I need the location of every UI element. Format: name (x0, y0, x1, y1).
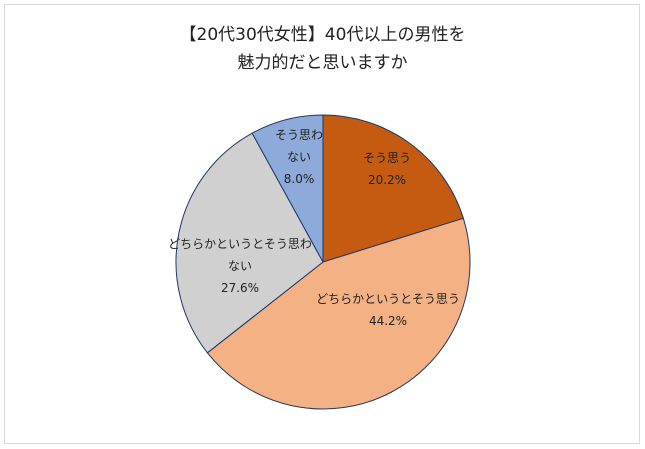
pie-slice-3 (175, 132, 324, 354)
slice-value-label-1: 20.2% (368, 173, 406, 187)
slice-value-label-4: 8.0% (284, 172, 315, 186)
pie-slice-2 (206, 217, 471, 410)
slice-name-label-3: どちらかというとそう思わ (168, 237, 312, 251)
chart-title-line-1: 【20代30代女性】40代以上の男性を (179, 25, 466, 45)
slice-value-label-2: 44.2% (369, 314, 407, 328)
pie-slice-1 (322, 114, 464, 263)
slice-name-label-3: ない (228, 259, 252, 273)
pie-slices (175, 114, 471, 410)
slice-value-label-3: 27.6% (221, 281, 259, 295)
chart-title-line-2: 魅力的だと思いますか (237, 53, 408, 73)
pie-slice-4 (251, 114, 324, 263)
slice-name-label-4: ない (287, 150, 311, 164)
pie-labels: そう思う20.2%どちらかというとそう思う44.2%どちらかというとそう思わない… (168, 128, 460, 328)
slice-name-label-2: どちらかというとそう思う (316, 292, 460, 306)
slice-name-label-1: そう思う (363, 151, 411, 165)
slice-name-label-4: そう思わ (275, 128, 323, 142)
